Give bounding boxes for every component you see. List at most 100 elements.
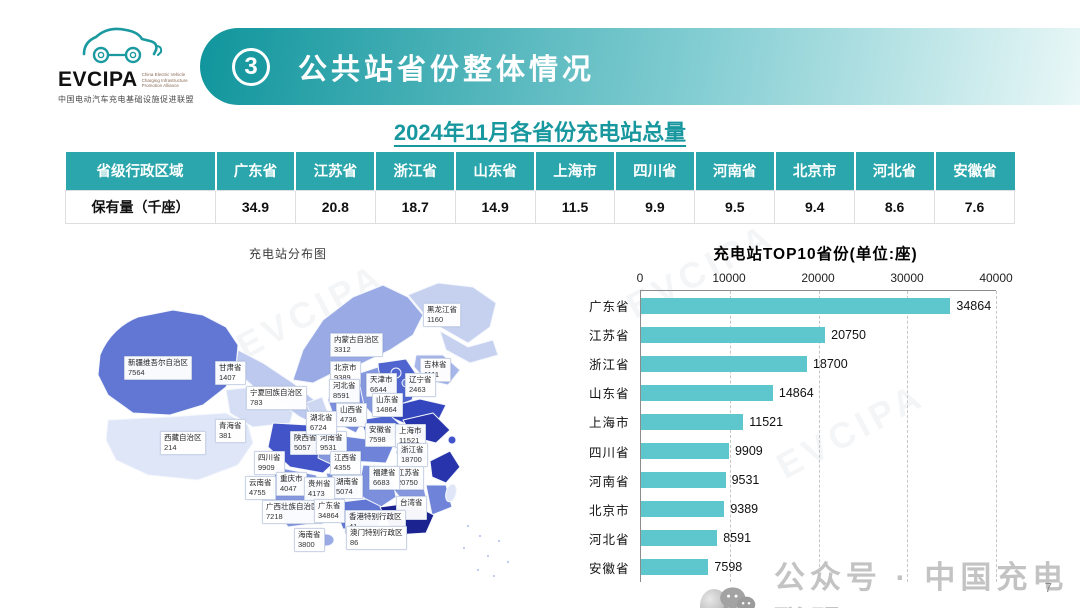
map-region-name: 青海省 [219,421,242,430]
table-col-header: 河南省 [694,152,776,190]
map-region-name: 广东省 [318,501,341,510]
chart-title: 充电站TOP10省份(单位:座) [713,246,918,263]
x-axis-labels: 0 10000 20000 30000 40000 [637,268,1013,290]
map-region-value: 18700 [401,455,422,465]
map-region-value: 4355 [334,463,351,473]
map-region-name: 陕西省 [294,433,317,442]
map-region-label: 浙江省 18700 [397,443,428,468]
table-cell: 9.4 [774,189,856,224]
map-region-label: 辽宁省 2463 [405,373,436,398]
bar-row: 河北省 8591 [589,524,996,553]
bar [641,297,951,314]
table-col-header: 北京市 [774,152,856,190]
map-region-label: 贵州省 4173 [304,477,335,502]
map-region-value: 1160 [427,315,444,325]
brand-wordmark: EVCIPA [58,68,138,91]
map-region-value: 3312 [334,345,351,355]
category-label: 河北省 [589,532,630,547]
bar-row: 河南省 9531 [589,466,996,495]
table-col-header: 广东省 [215,152,297,190]
map-region-value: 14864 [376,405,397,415]
bar-value: 20750 [831,327,866,342]
table-cell: 8.6 [854,189,936,224]
province-shape [439,330,499,364]
map-region-value: 20750 [397,478,418,488]
table-col-header: 安徽省 [934,152,1015,190]
map-region-value: 4755 [249,488,266,498]
bar-value: 14864 [778,385,814,400]
bar [641,326,826,343]
map-region-name: 甘肃省 [219,363,242,372]
bar [641,559,709,576]
map-region-label: 福建省 6683 [369,466,400,491]
map-region-label: 甘肃省 1407 [215,361,246,386]
china-map-panel: 充电站分布图 [78,240,558,596]
map-region-name: 贵州省 [308,479,331,488]
section-number-badge: 3 [232,47,270,86]
footer-watermark: 公众号 · 中国充电联盟 [700,552,1080,608]
map-region-value: 3800 [298,540,315,550]
map-region-name: 宁夏回族自治区 [250,388,303,397]
map-region-name: 黑龙江省 [427,305,457,314]
bar-row: 山东省 14864 [589,378,996,407]
map-region-name: 上海市 [399,426,422,435]
map-region-label: 宁夏回族自治区 783 [246,386,307,411]
map-region-name: 广西壮族自治区 [266,502,319,511]
map-region-label: 河北省 8591 [329,379,360,404]
table-corner-header: 省级行政区域 [65,152,217,190]
map-region-value: 6724 [310,423,327,433]
x-tick-label: 10000 [712,271,746,285]
category-label: 浙江省 [589,358,630,373]
map-region-value: 86 [350,538,359,548]
table-header-row: 省级行政区域 广东省 江苏省 浙江省 山东省 上海市 四川省 河南省 北京市 河北省 安徽省 [65,152,1015,190]
map-region-name: 澳门特别行政区 [350,528,403,537]
bar [641,413,744,430]
map-region-label: 重庆市 4047 [276,472,307,497]
bar-value: 9909 [734,444,763,459]
bar [641,472,726,489]
map-region-value: 4047 [280,484,297,494]
map-region-name: 江西省 [334,453,357,462]
map-region-value: 381 [219,431,232,441]
bar-value: 34864 [956,298,992,313]
section-title: 2024年11月各省份充电站总量 [393,120,687,145]
map-region-value: 4173 [308,489,325,499]
map-region-label: 青海省 381 [215,419,246,444]
map-region-value: 1407 [219,373,236,383]
map-region-name: 云南省 [249,478,272,487]
map-region-name: 四川省 [258,453,281,462]
map-region-name: 江苏省 [397,468,420,477]
sphere-icon [700,589,729,608]
watermark-text: 公众号 · 中国充电联盟 [773,560,1069,608]
map-region-label: 澳门特别行政区 86 [346,526,407,551]
map-region-name: 台湾省 [400,498,423,507]
map-region-value: 7598 [369,435,386,445]
map-region-label: 湖北省 6724 [306,411,337,436]
table-cell: 9.5 [694,189,776,224]
map-region-name: 河北省 [333,381,356,390]
map-region-value: 783 [250,398,263,408]
map-region-label: 湖南省 5074 [332,475,363,500]
map-region-name: 新疆维吾尔自治区 [128,358,188,367]
map-region-name: 福建省 [373,468,396,477]
map-region-value: 5074 [336,487,353,497]
map-region-label: 广西壮族自治区 7218 [262,500,323,525]
map-region-label: 四川省 9909 [254,451,285,476]
bar-value: 9531 [731,473,760,488]
category-label: 安徽省 [589,561,630,576]
table-cell: 14.9 [454,189,536,224]
category-label: 山东省 [589,387,630,402]
map-region-name: 湖南省 [336,477,359,486]
bar-row: 安徽省 7598 [589,553,996,582]
map-region-label: 陕西省 5057 [290,431,321,456]
table-cell: 9.9 [614,189,696,224]
page-number: 7 [1044,580,1052,595]
map-region-value: 214 [164,443,177,453]
map-region-value: 11521 [399,436,420,446]
table-cell: 20.8 [294,189,376,224]
table-data-row: 保有量（千座） 34.9 20.8 18.7 14.9 11.5 9.9 9.5 9.4 8.6 7… [65,189,1015,224]
gridline [907,291,909,582]
map-region-name: 西藏自治区 [164,433,202,442]
gridline [818,291,820,582]
